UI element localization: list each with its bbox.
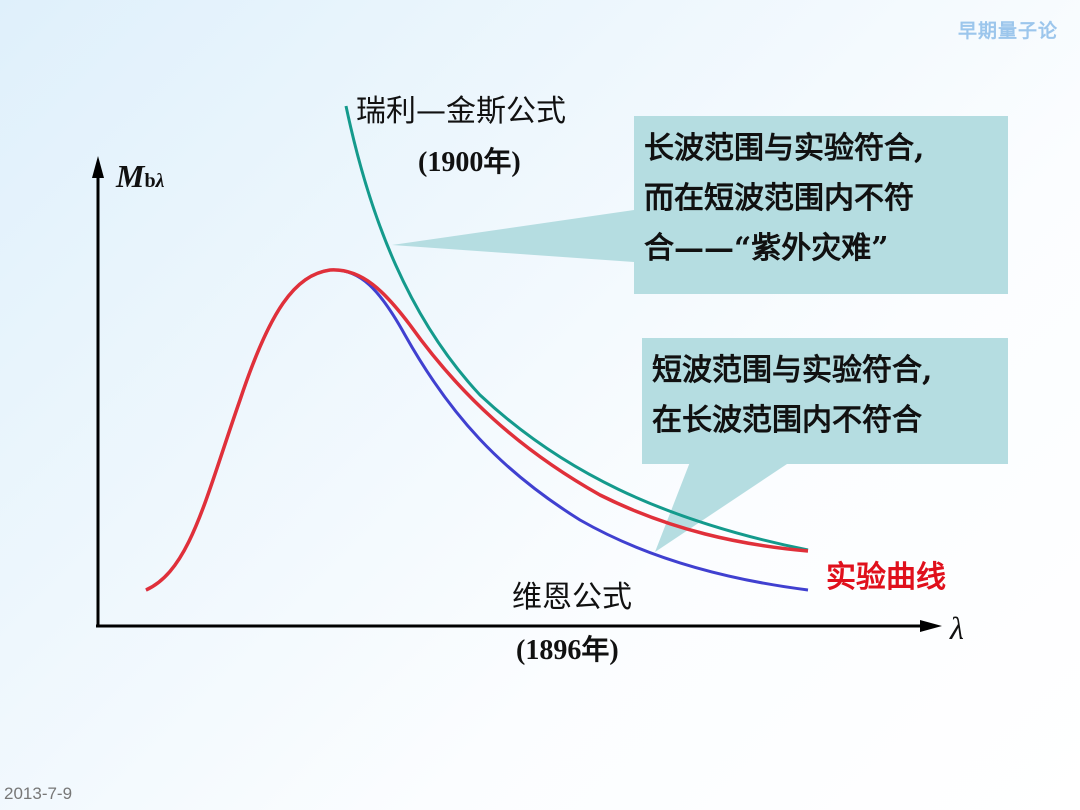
callout-line: 长波范围与实验符合, — [644, 131, 925, 166]
callout-line: 而在短波范围内不符 — [644, 181, 914, 216]
callout-line: 在长波范围内不符合 — [652, 403, 922, 438]
slide-date: 2013-7-9 — [4, 784, 73, 803]
y-axis-label-main: M — [116, 158, 145, 194]
rayleigh-jeans-curve — [344, 105, 809, 552]
wien-year: (1896年) — [516, 635, 619, 666]
x-axis-arrow-icon — [920, 620, 942, 632]
y-axis-label-sub-b: b — [144, 170, 156, 192]
callout-line: 合——“紫外灾难” — [644, 231, 889, 266]
slide-header-tag: 早期量子论 — [957, 20, 1058, 42]
rayleigh-jeans-callout: 长波范围与实验符合, 而在短波范围内不符 合——“紫外灾难” — [634, 116, 1008, 294]
rayleigh-jeans-title: 瑞利—金斯公式 — [356, 94, 566, 129]
experimental-curve-label: 实验曲线 — [826, 560, 946, 595]
x-axis-label: λ — [950, 610, 964, 646]
wien-title: 维恩公式 — [512, 580, 632, 615]
wien-callout: 短波范围与实验符合, 在长波范围内不符合 — [642, 338, 1008, 464]
y-axis-arrow-icon — [92, 156, 104, 178]
experimental-curve — [145, 268, 809, 592]
callout-1-pointer — [392, 210, 634, 262]
y-axis-label-sub-lambda: λ — [155, 170, 165, 192]
callout-line: 短波范围与实验符合, — [652, 353, 933, 388]
y-axis-label: Mbλ — [116, 158, 164, 195]
rayleigh-jeans-year: (1900年) — [418, 147, 521, 178]
